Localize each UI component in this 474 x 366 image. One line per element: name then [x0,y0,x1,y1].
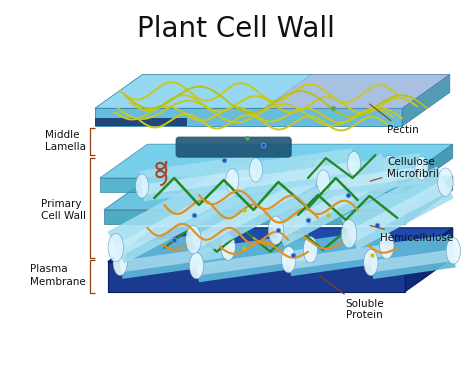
Polygon shape [405,176,453,224]
Text: Primary
Cell Wall: Primary Cell Wall [41,199,86,221]
Ellipse shape [249,158,263,182]
Ellipse shape [446,238,460,264]
Ellipse shape [282,247,296,273]
Polygon shape [95,108,402,126]
Text: Cellulose
Microfibril: Cellulose Microfibril [370,157,439,181]
FancyBboxPatch shape [176,137,291,157]
Polygon shape [100,178,405,192]
Polygon shape [405,228,453,292]
Ellipse shape [303,236,318,263]
Ellipse shape [226,169,239,193]
Ellipse shape [380,233,394,259]
Polygon shape [108,262,405,292]
Polygon shape [104,210,405,224]
Ellipse shape [438,168,453,197]
Ellipse shape [221,234,235,260]
Ellipse shape [113,249,128,276]
Polygon shape [264,74,450,108]
Text: Pectin: Pectin [370,104,419,135]
Polygon shape [100,144,453,178]
Text: Hemicellulose: Hemicellulose [370,225,454,243]
Ellipse shape [415,156,428,180]
Ellipse shape [186,225,201,254]
Ellipse shape [268,216,283,244]
Ellipse shape [364,249,378,276]
Ellipse shape [190,253,204,279]
Ellipse shape [108,234,124,262]
Text: Plasma
Membrane: Plasma Membrane [30,265,86,287]
Ellipse shape [382,155,397,184]
Ellipse shape [312,158,327,187]
Text: Soluble
Protein: Soluble Protein [320,276,384,320]
Text: Middle
Lamella: Middle Lamella [45,130,86,152]
Ellipse shape [347,152,361,176]
Polygon shape [95,74,450,108]
Polygon shape [104,176,453,210]
Ellipse shape [317,170,330,194]
Polygon shape [405,144,453,192]
Text: Plant Cell Wall: Plant Cell Wall [137,15,335,42]
Ellipse shape [231,168,246,197]
Polygon shape [108,228,453,262]
Ellipse shape [136,174,148,198]
Polygon shape [402,74,450,126]
Polygon shape [95,118,187,126]
Ellipse shape [341,219,357,248]
